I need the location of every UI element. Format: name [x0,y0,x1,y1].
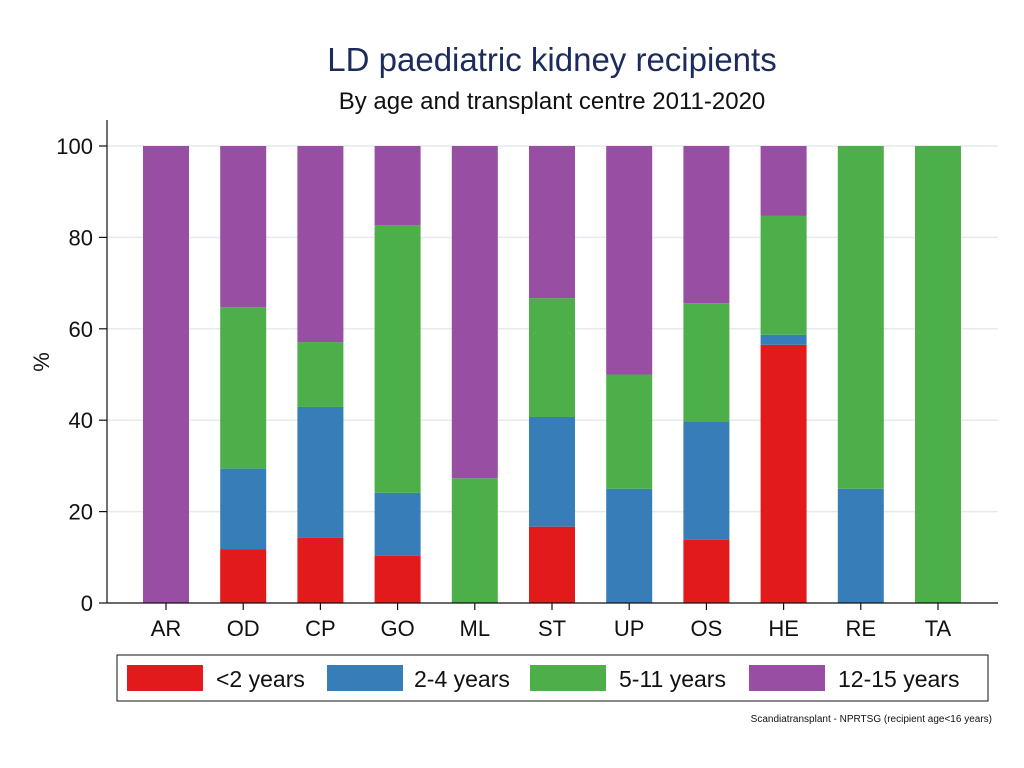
bar-ml-series-3 [451,146,498,479]
legend-swatch [327,665,403,691]
bar-st-series-3 [529,146,575,299]
legend-label: 5-11 years [619,666,726,692]
x-tick-labels: AR OD CP GO ML ST UP OS HE RE TA [151,603,952,641]
bar-go-series-3 [374,146,421,226]
bar-st-series-2 [529,298,575,418]
legend-swatch [530,665,606,691]
bar-go-series-2 [374,225,421,493]
chart-title: LD paediatric kidney recipients [327,41,776,78]
bar-he-series-3 [760,146,807,216]
bar-ml-series-2 [451,478,498,603]
legend-swatch [127,665,203,691]
bar-od-series-0 [220,549,267,603]
x-tick-label: RE [846,616,877,641]
bar-he-series-2 [760,215,807,335]
bar-re-series-1 [837,488,884,603]
y-tick-label: 20 [69,500,93,525]
bar-cp-series-1 [297,406,344,538]
bar-re-series-2 [837,146,884,489]
y-axis-label: % [29,352,54,372]
bar-od-series-1 [220,468,267,550]
bar-go-series-0 [374,555,421,603]
x-tick-label: TA [925,616,952,641]
y-tick-label: 60 [69,317,93,342]
legend: <2 years 2-4 years 5-11 years 12-15 years [116,654,989,702]
x-tick-label: CP [305,616,336,641]
bar-od-series-3 [220,146,267,308]
source-note: Scandiatransplant - NPRTSG (recipient ag… [751,714,992,725]
y-tick-label: 40 [69,408,93,433]
bar-ar-series-3 [143,146,189,603]
y-tick-label: 0 [81,591,93,616]
bar-up-series-1 [606,488,653,603]
bar-he-series-0 [760,344,807,603]
bar-cp-series-0 [297,537,344,603]
bars [143,146,961,603]
x-tick-label: AR [151,616,182,641]
bar-st-series-1 [529,417,575,527]
legend-label: 2-4 years [414,666,510,692]
bar-os-series-1 [683,421,730,540]
bar-he-series-1 [760,334,807,345]
legend-swatch [749,665,825,691]
x-tick-label: UP [614,616,645,641]
bar-up-series-3 [606,146,653,375]
bar-go-series-1 [374,492,421,556]
chart-subtitle: By age and transplant centre 2011-2020 [339,88,766,115]
y-tick-label: 80 [69,225,93,250]
bar-os-series-2 [683,303,730,422]
x-tick-label: ST [538,616,566,641]
bar-os-series-3 [683,146,730,304]
bar-cp-series-3 [297,146,344,343]
bar-od-series-2 [220,307,267,469]
x-tick-label: HE [768,616,799,641]
bar-os-series-0 [683,539,730,603]
x-tick-label: OD [227,616,260,641]
y-tick-label: 100 [56,134,93,159]
x-tick-label: OS [691,616,723,641]
x-tick-label: GO [380,616,414,641]
y-tick-labels: 0 20 40 60 80 100 [56,134,107,616]
legend-label: <2 years [216,666,305,692]
bar-up-series-2 [606,374,653,489]
bar-ta-series-2 [915,146,961,603]
legend-label: 12-15 years [838,666,959,692]
bar-st-series-0 [529,526,575,603]
x-tick-label: ML [460,616,491,641]
bar-cp-series-2 [297,342,344,407]
